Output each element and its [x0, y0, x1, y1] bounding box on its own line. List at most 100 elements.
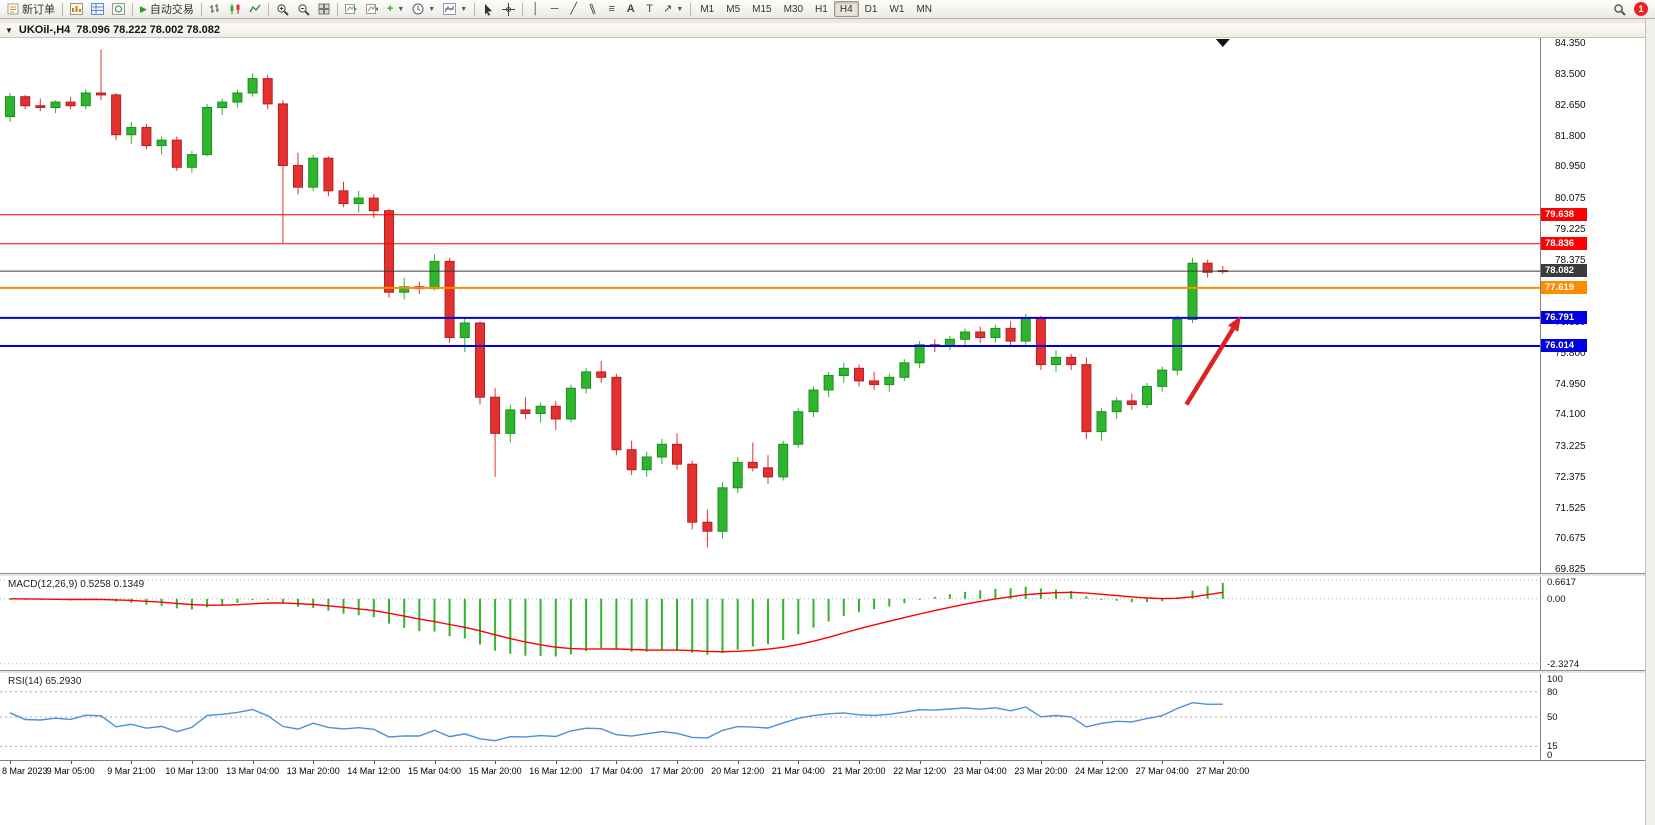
time-tick-label: 23 Mar 04:00: [953, 766, 1007, 776]
chart-symbol-period: UKOil-,H4: [18, 24, 71, 36]
autotrading-button[interactable]: ▶ 自动交易: [136, 1, 198, 18]
indicators-icon: [443, 3, 457, 15]
chevron-down-icon: ▼: [397, 5, 405, 13]
timeframe-h1-button[interactable]: H1: [815, 3, 828, 15]
separator: [336, 2, 338, 16]
tile-windows-button[interactable]: [314, 1, 334, 18]
separator: [690, 2, 692, 16]
macd-tick-label: 0.6617: [1547, 577, 1577, 588]
macd-panel: MACD(12,26,9) 0.5258 0.1349 0.6617 0.00 -2…: [0, 577, 1645, 670]
timeframe-m1-button[interactable]: M1: [700, 3, 715, 15]
crosshair-icon: [502, 2, 516, 16]
separator: [62, 2, 63, 16]
time-tick-label: 13 Mar 20:00: [286, 766, 340, 776]
timeframe-m30-button[interactable]: M30: [783, 3, 804, 15]
time-tick-label: 8 Mar 2023: [2, 766, 48, 776]
clock-icon: [412, 3, 424, 15]
autotrading-label: 自动交易: [149, 4, 194, 16]
text-tool-button[interactable]: A: [621, 1, 640, 18]
time-tick-label: 16 Mar 12:00: [529, 766, 583, 776]
time-tick: [616, 761, 618, 764]
time-tick: [555, 761, 557, 764]
timeframe-mn-button[interactable]: MN: [916, 3, 932, 15]
panel-splitter[interactable]: [0, 573, 1645, 577]
fibonacci-tool-button[interactable]: ≡: [602, 1, 621, 18]
arrows-tool-button[interactable]: ↗ ▼: [659, 1, 687, 18]
vertical-scrollbar[interactable]: [1645, 19, 1655, 825]
candlestick-icon: [230, 4, 240, 14]
rsi-tick-label: 50: [1547, 712, 1558, 723]
periods-button[interactable]: ▼: [408, 1, 439, 18]
separator: [474, 2, 476, 16]
macd-axis[interactable]: 0.6617 0.00 -2.3274: [1540, 577, 1645, 670]
cursor-tool-button[interactable]: [478, 1, 498, 18]
time-tick-label: 9 Mar 05:00: [46, 766, 95, 776]
data-window-button[interactable]: [108, 1, 129, 18]
vertical-line-icon: │: [532, 2, 540, 15]
time-tick-label: 17 Mar 04:00: [589, 766, 643, 776]
new-order-icon: [7, 3, 19, 15]
new-order-label: 新订单: [22, 4, 55, 16]
chevron-down-icon: ▼: [428, 5, 436, 13]
line-chart-mode-button[interactable]: [245, 1, 265, 18]
indicators-button[interactable]: ▼: [439, 1, 471, 18]
market-watch-button[interactable]: [87, 1, 108, 18]
timeframe-d1-button[interactable]: D1: [864, 3, 878, 15]
timeframe-w1-button[interactable]: W1: [889, 3, 905, 15]
search-icon: [1614, 3, 1626, 16]
macd-canvas[interactable]: [0, 577, 1540, 670]
new-chart-button[interactable]: + ▼: [383, 1, 408, 18]
time-tick-label: 20 Mar 12:00: [711, 766, 765, 776]
price-tick-label: 74.100: [1555, 409, 1586, 420]
zoom-out-button[interactable]: [293, 1, 314, 18]
search-button[interactable]: [1609, 1, 1630, 18]
rsi-canvas[interactable]: [0, 674, 1540, 760]
price-tick-label: 82.650: [1555, 100, 1586, 111]
time-axis[interactable]: 8 Mar 2023 9 Mar 05:00 9 Mar 21:00 10 Mar 1…: [0, 760, 1645, 782]
zoom-out-icon: [298, 3, 310, 16]
price-tag: 76.014: [1541, 339, 1587, 352]
rsi-tick-label: 100: [1547, 674, 1563, 685]
crosshair-tool-button[interactable]: [498, 1, 519, 18]
timeframe-h4-button[interactable]: H4: [833, 1, 859, 17]
chart-shift-button[interactable]: [341, 1, 362, 18]
time-tick: [434, 761, 436, 764]
vertical-line-tool-button[interactable]: │: [526, 1, 545, 18]
candlestick-mode-button[interactable]: [225, 1, 245, 18]
price-tag: 78.836: [1541, 237, 1587, 250]
separator: [132, 2, 133, 16]
charts-window-button[interactable]: [66, 1, 87, 18]
price-tick-label: 83.500: [1555, 69, 1586, 80]
separator: [522, 2, 524, 16]
time-tick: [798, 761, 800, 764]
zoom-in-button[interactable]: [272, 1, 293, 18]
chart-menu-icon[interactable]: ▼: [5, 25, 13, 35]
channel-icon: ∥: [587, 1, 598, 16]
notification-badge[interactable]: 1: [1634, 2, 1648, 16]
timeframe-m5-button[interactable]: M5: [726, 3, 741, 15]
ohlc-bars-icon: [209, 4, 219, 13]
timeframe-m15-button[interactable]: M15: [752, 3, 772, 15]
new-order-button[interactable]: 新订单: [3, 1, 59, 18]
chart-autoscroll-button[interactable]: [362, 1, 383, 18]
main-toolbar: 新订单 ▶ 自动交易: [0, 0, 1655, 19]
bar-chart-mode-button[interactable]: [205, 1, 225, 18]
time-tick-label: 17 Mar 20:00: [650, 766, 704, 776]
horizontal-line-tool-button[interactable]: ─: [545, 1, 564, 18]
price-axis[interactable]: 84.350 83.500 82.650 81.800 80.950 80.075 79.2…: [1540, 38, 1645, 575]
price-tick-label: 72.375: [1555, 472, 1586, 483]
price-chart-canvas[interactable]: [0, 38, 1540, 573]
price-tick-label: 80.075: [1555, 193, 1586, 204]
trendline-tool-button[interactable]: ╱: [564, 1, 583, 18]
channel-tool-button[interactable]: ∥: [583, 1, 602, 18]
time-tick: [313, 761, 315, 764]
panel-splitter[interactable]: [0, 670, 1645, 674]
label-tool-button[interactable]: T: [640, 1, 659, 18]
price-tag: 77.619: [1541, 281, 1587, 294]
rsi-axis[interactable]: 100 80 50 15 0: [1540, 674, 1645, 761]
label-tool-icon: T: [646, 2, 654, 15]
chart-titlebar: ▼ UKOil-,H4 78.096 78.222 78.002 78.082: [0, 23, 1645, 38]
price-tag: 79.638: [1541, 208, 1587, 221]
time-tick-label: 27 Mar 04:00: [1135, 766, 1189, 776]
time-tick: [980, 761, 982, 764]
